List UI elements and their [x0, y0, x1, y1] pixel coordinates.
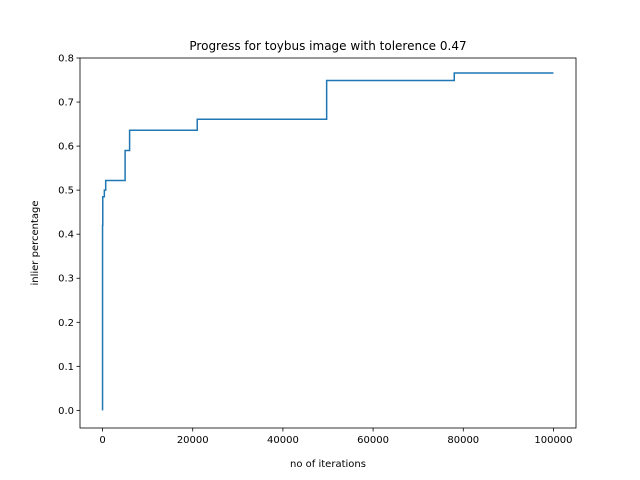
y-tick-label: 0.0	[58, 406, 74, 417]
plot-frame	[79, 57, 577, 429]
axis-ticks: 0 20000 40000 60000 80000 100000 0.0 0.1 0.2 0.3 0…	[58, 54, 572, 447]
x-tick-label: 40000	[267, 435, 299, 446]
y-tick-label: 0.3	[58, 274, 74, 285]
series-line	[101, 72, 554, 411]
y-tick-label: 0.6	[58, 142, 74, 153]
chart-title: Progress for toybus image with tolerence…	[189, 39, 466, 53]
x-tick-label: 20000	[177, 435, 209, 446]
y-tick-label: 0.7	[58, 98, 74, 109]
y-tick-label: 0.2	[58, 318, 74, 329]
x-axis-label: no of iterations	[290, 459, 366, 470]
y-axis-label: inlier percentage	[30, 200, 41, 285]
x-tick-label: 0	[99, 435, 105, 446]
y-tick-label: 0.5	[58, 186, 74, 197]
x-tick-label: 60000	[357, 435, 389, 446]
x-tick-label: 80000	[447, 435, 479, 446]
plot-area	[101, 72, 554, 411]
y-tick-label: 0.1	[58, 362, 74, 373]
y-tick-label: 0.4	[58, 230, 74, 241]
x-tick-label: 100000	[534, 435, 572, 446]
y-tick-label: 0.8	[58, 54, 74, 65]
